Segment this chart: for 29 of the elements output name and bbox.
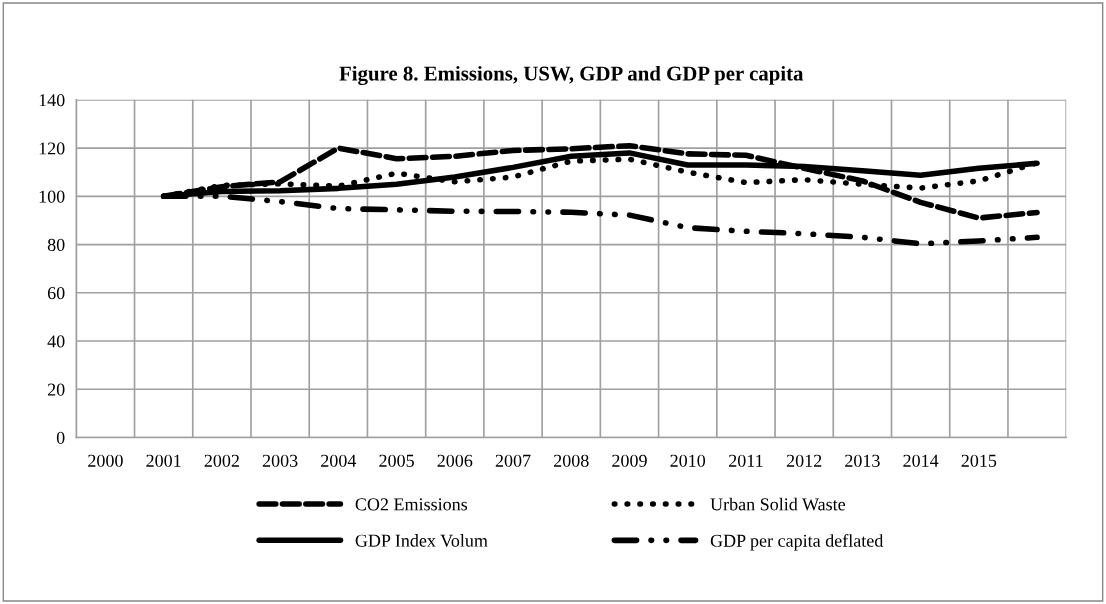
x-tick-label: 2004: [321, 454, 357, 467]
x-tick-label: 2003: [262, 454, 298, 467]
legend-label: Urban Solid Waste: [710, 497, 846, 511]
x-tick-label: 2008: [553, 454, 589, 467]
x-tick-label: 2001: [146, 454, 181, 467]
y-tick-label: 20: [47, 383, 65, 396]
y-tick-label: 80: [47, 238, 65, 251]
x-tick-label: 2006: [437, 454, 473, 467]
x-tick-label: 2007: [495, 454, 531, 467]
y-tick-label: 60: [47, 287, 65, 300]
y-tick-label: 40: [47, 335, 65, 348]
x-tick-label: 2000: [88, 454, 123, 467]
legend-label: CO2 Emissions: [355, 498, 468, 511]
chart-title: Figure 8. Emissions, USW, GDP and GDP per capita: [339, 65, 804, 85]
legend-label: GDP Index Volum: [355, 534, 488, 547]
x-tick-label: 2014: [903, 454, 939, 467]
x-tick-label: 2005: [379, 454, 414, 467]
x-tick-label: 2015: [961, 454, 997, 467]
x-tick-label: 2013: [845, 454, 880, 467]
y-tick-label: 0: [56, 431, 65, 444]
x-tick-label: 2012: [786, 454, 822, 467]
legend-label: GDP per capita deflated: [710, 533, 884, 551]
y-tick-label: 140: [39, 94, 65, 107]
y-tick-label: 100: [39, 190, 65, 203]
x-tick-label: 2011: [729, 454, 763, 467]
x-tick-label: 2009: [612, 454, 647, 467]
x-tick-label: 2010: [670, 454, 706, 467]
x-tick-label: 2002: [204, 454, 239, 467]
y-tick-label: 120: [39, 142, 65, 155]
